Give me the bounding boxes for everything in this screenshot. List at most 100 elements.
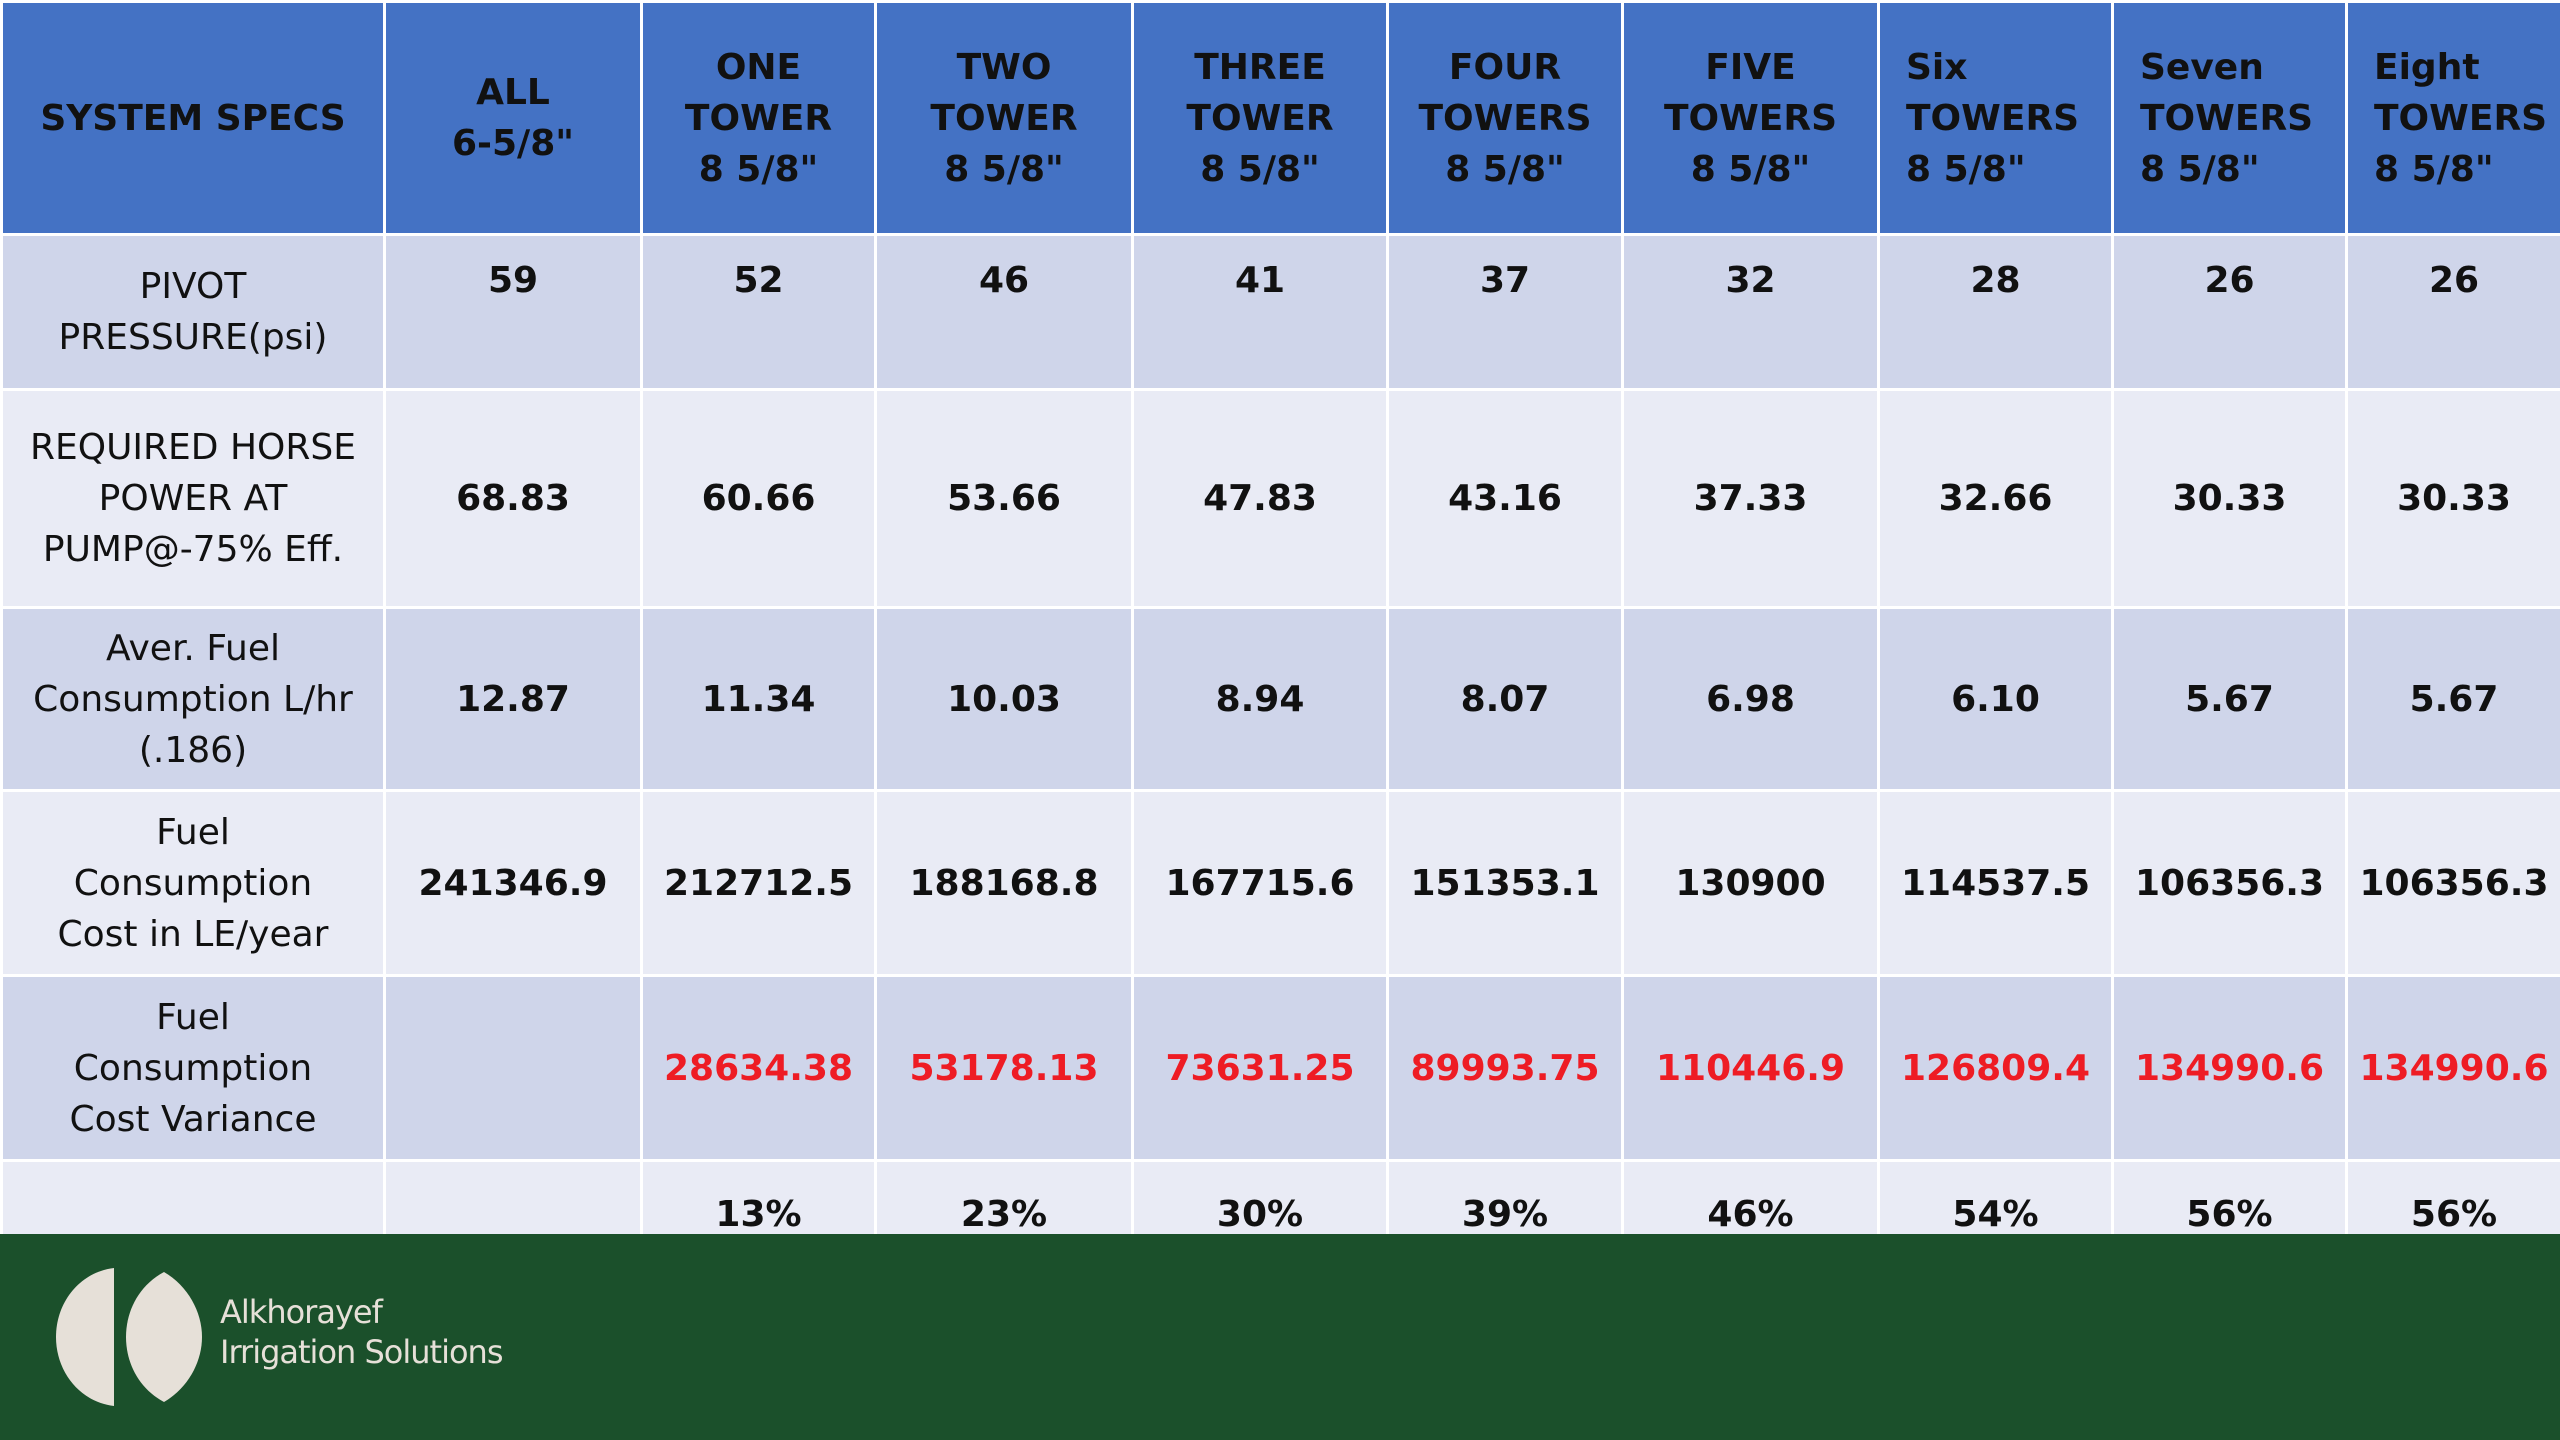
table-cell: 106356.3 bbox=[2345, 789, 2560, 977]
header-col-five-towers: FIVE TOWERS 8 5/8" bbox=[1621, 0, 1880, 236]
row-label-line: Consumption bbox=[73, 1047, 313, 1089]
brand-line-1: Alkhorayef bbox=[220, 1293, 383, 1331]
table-row-fuel: Aver. Fuel Consumption L/hr (.186) 12.87 11.… bbox=[0, 606, 2560, 792]
header-line: 8 5/8" bbox=[1906, 148, 2026, 190]
table-cell: 6.98 bbox=[1621, 606, 1880, 792]
table-cell: 46 bbox=[874, 233, 1134, 391]
row-label-line: Aver. Fuel bbox=[105, 627, 281, 669]
table-cell: 134990.6 bbox=[2345, 974, 2560, 1162]
header-line: 8 5/8" bbox=[698, 148, 819, 190]
brand-name: Alkhorayef Irrigation Solutions bbox=[220, 1292, 503, 1372]
table-cell: 73631.25 bbox=[1131, 974, 1389, 1162]
header-col-four-towers: FOUR TOWERS 8 5/8" bbox=[1386, 0, 1624, 236]
row-label-line: REQUIRED HORSE bbox=[29, 427, 356, 468]
header-line: 8 5/8" bbox=[1445, 148, 1565, 190]
header-line: TWO bbox=[956, 46, 1052, 88]
header-line: Six bbox=[1906, 46, 1968, 88]
header-line: 8 5/8" bbox=[1200, 148, 1320, 190]
header-line: TOWERS bbox=[1906, 97, 2080, 139]
table-cell: 37 bbox=[1386, 233, 1624, 391]
table-cell: 106356.3 bbox=[2111, 789, 2348, 977]
header-line: FOUR bbox=[1448, 46, 1562, 88]
table-cell: 241346.9 bbox=[383, 789, 643, 977]
brand-line-2: Irrigation Solutions bbox=[220, 1333, 503, 1371]
row-label-line: PIVOT bbox=[139, 266, 247, 307]
table-row-hp: REQUIRED HORSE POWER AT PUMP@-75% Eff. 68.8… bbox=[0, 388, 2560, 609]
table-cell: 68.83 bbox=[383, 388, 643, 609]
table-cell: 28 bbox=[1877, 233, 2114, 391]
row-label-line: Consumption bbox=[73, 862, 313, 904]
table-cell: 188168.8 bbox=[874, 789, 1134, 977]
row-label-line: PUMP@-75% Eff. bbox=[42, 529, 344, 570]
table-cell: 26 bbox=[2111, 233, 2348, 391]
header-line: TOWER bbox=[1186, 97, 1334, 139]
table-header-row: SYSTEM SPECS ALL 6-5/8" ONE TOWER 8 5/8" TW… bbox=[0, 0, 2560, 236]
header-line: TOWERS bbox=[1418, 97, 1592, 139]
row-label-line: PRESSURE(psi) bbox=[58, 317, 328, 358]
table-cell: 126809.4 bbox=[1877, 974, 2114, 1162]
header-line: ONE bbox=[715, 46, 802, 88]
table-cell: 8.07 bbox=[1386, 606, 1624, 792]
header-line: TOWERS bbox=[2140, 97, 2314, 139]
table-cell: 130900 bbox=[1621, 789, 1880, 977]
row-label-line: Consumption L/hr bbox=[33, 678, 353, 720]
table-cell: 59 bbox=[383, 233, 643, 391]
table-cell: 53.66 bbox=[874, 388, 1134, 609]
table-cell: 10.03 bbox=[874, 606, 1134, 792]
table-row-pressure: PIVOT PRESSURE(psi) 59 52 46 41 37 32 28 26 26 bbox=[0, 233, 2560, 391]
row-label: Fuel Consumption Cost in LE/year bbox=[0, 789, 386, 977]
table-row-cost: Fuel Consumption Cost in LE/year 241346.9 21… bbox=[0, 789, 2560, 977]
header-line: TOWER bbox=[684, 97, 833, 139]
table-cell: 41 bbox=[1131, 233, 1389, 391]
table-cell: 37.33 bbox=[1621, 388, 1880, 609]
table-cell: 47.83 bbox=[1131, 388, 1389, 609]
header-col-two-tower: TWO TOWER 8 5/8" bbox=[874, 0, 1134, 236]
row-label-line: Fuel bbox=[156, 996, 230, 1038]
table-cell: 53178.13 bbox=[874, 974, 1134, 1162]
table-cell: 30.33 bbox=[2111, 388, 2348, 609]
table-cell: 60.66 bbox=[640, 388, 877, 609]
table-cell: 8.94 bbox=[1131, 606, 1389, 792]
leaf-logo-icon bbox=[56, 1268, 202, 1406]
table-cell: 134990.6 bbox=[2111, 974, 2348, 1162]
table-cell: 89993.75 bbox=[1386, 974, 1624, 1162]
row-label-line: Fuel bbox=[156, 811, 230, 853]
row-label: Fuel Consumption Cost Variance bbox=[0, 974, 386, 1162]
row-label-line: Cost Variance bbox=[69, 1098, 317, 1140]
header-col-seven-towers: Seven TOWERS 8 5/8" bbox=[2111, 0, 2348, 236]
row-label-line: (.186) bbox=[138, 729, 248, 771]
header-line: ALL bbox=[476, 72, 550, 113]
system-specs-table: SYSTEM SPECS ALL 6-5/8" ONE TOWER 8 5/8" TW… bbox=[0, 0, 2560, 1270]
table-cell: 32 bbox=[1621, 233, 1880, 391]
header-col-eight-towers: Eight TOWERS 8 5/8" bbox=[2345, 0, 2560, 236]
row-label: PIVOT PRESSURE(psi) bbox=[0, 233, 386, 391]
table-cell: 52 bbox=[640, 233, 877, 391]
header-col-all: ALL 6-5/8" bbox=[383, 0, 643, 236]
table-cell: 110446.9 bbox=[1621, 974, 1880, 1162]
header-line: 6-5/8" bbox=[452, 123, 574, 164]
table-row-var: Fuel Consumption Cost Variance 28634.38 5317… bbox=[0, 974, 2560, 1162]
table-cell: 30.33 bbox=[2345, 388, 2560, 609]
row-label-line: Cost in LE/year bbox=[57, 913, 329, 955]
header-line: 8 5/8" bbox=[2374, 148, 2494, 190]
header-col-one-tower: ONE TOWER 8 5/8" bbox=[640, 0, 877, 236]
header-system-specs: SYSTEM SPECS bbox=[0, 0, 386, 236]
header-line: 8 5/8" bbox=[944, 148, 1064, 190]
header-col-six-towers: Six TOWERS 8 5/8" bbox=[1877, 0, 2114, 236]
header-line: FIVE bbox=[1705, 46, 1796, 88]
table-cell: 12.87 bbox=[383, 606, 643, 792]
header-line: Eight bbox=[2374, 46, 2480, 88]
header-line: 8 5/8" bbox=[1690, 148, 1811, 190]
row-label: Aver. Fuel Consumption L/hr (.186) bbox=[0, 606, 386, 792]
table-cell: 11.34 bbox=[640, 606, 877, 792]
header-line: THREE bbox=[1194, 46, 1326, 88]
header-line: 8 5/8" bbox=[2140, 148, 2260, 190]
header-line: Seven bbox=[2140, 46, 2264, 88]
row-label-line: POWER AT bbox=[98, 478, 288, 519]
header-line: TOWERS bbox=[1663, 97, 1838, 139]
row-label: REQUIRED HORSE POWER AT PUMP@-75% Eff. bbox=[0, 388, 386, 609]
header-line: TOWER bbox=[930, 97, 1078, 139]
table-cell: 151353.1 bbox=[1386, 789, 1624, 977]
table-cell: 114537.5 bbox=[1877, 789, 2114, 977]
